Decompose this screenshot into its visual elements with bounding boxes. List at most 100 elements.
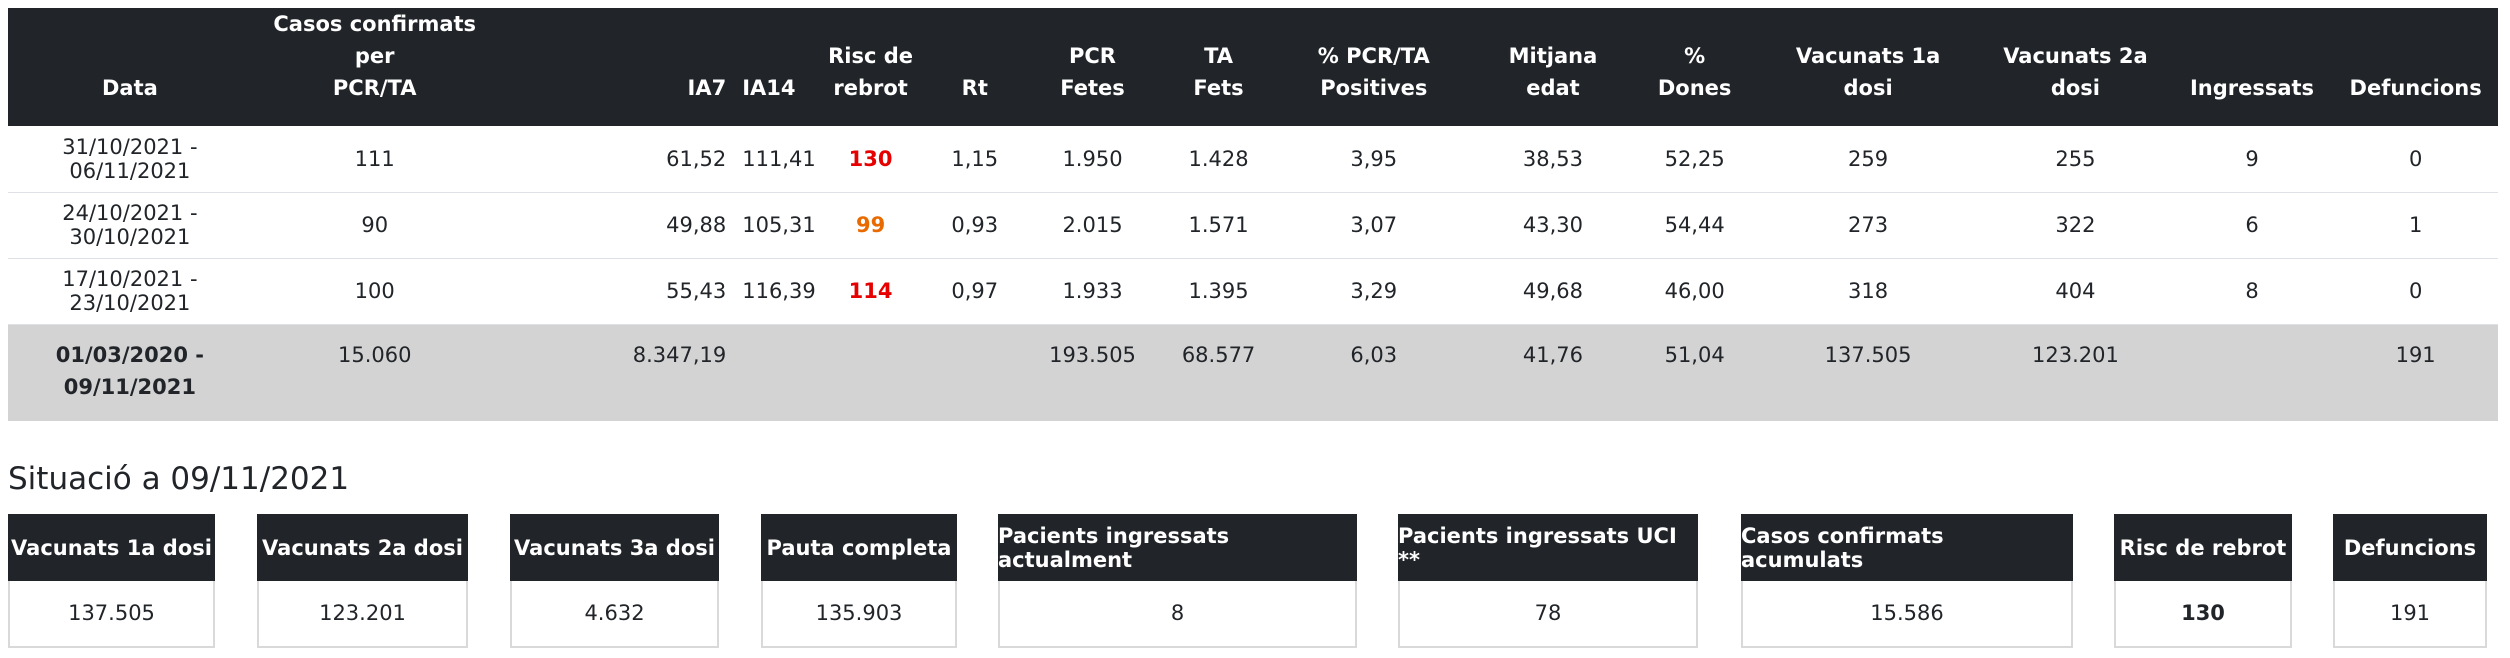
- cell-rt: 0,93: [951, 213, 999, 237]
- card-value: 8: [1170, 600, 1185, 625]
- card-value: 15.586: [1870, 600, 1944, 625]
- table-header-row: Data Casos confirmats per PCR/TA IA7 IA14…: [8, 8, 2498, 126]
- card-value: 191: [2389, 600, 2431, 625]
- card-label: Vacunats 2a dosi: [257, 514, 468, 581]
- card-label: Defuncions: [2333, 514, 2487, 581]
- header-rt: Rt: [961, 76, 988, 100]
- cell-vacc2: 255: [2055, 146, 2096, 171]
- cell-ta: 1.571: [1188, 213, 1249, 237]
- cell-period: 24/10/2021 - 30/10/2021: [62, 201, 198, 249]
- header-date: Data: [101, 76, 158, 100]
- cell-risk: [814, 324, 927, 421]
- card-label: Casos confirmats acumulats: [1741, 514, 2073, 581]
- cell-ia14: 111,41: [742, 146, 816, 171]
- card-value: 78: [1534, 600, 1562, 625]
- cell-pcr: 193.505: [1049, 342, 1136, 367]
- card-confirmed-cases: Casos confirmats acumulats 15.586: [1741, 514, 2073, 648]
- cell-admitted: 8: [2245, 279, 2259, 303]
- cell-ia7: 61,52: [666, 146, 727, 171]
- header-women: % Dones: [1657, 44, 1732, 100]
- header-ia7: IA7: [687, 76, 727, 100]
- cell-women: 52,25: [1664, 146, 1725, 171]
- header-vacc1: Vacunats 1a dosi: [1795, 44, 1941, 100]
- cell-vacc1: 318: [1848, 279, 1889, 303]
- cell-age: 49,68: [1522, 279, 1584, 303]
- cell-positives: 3,07: [1350, 213, 1398, 237]
- card-label: Pacients ingressats UCI **: [1398, 514, 1698, 581]
- weekly-stats-table: Data Casos confirmats per PCR/TA IA7 IA14…: [8, 8, 2498, 421]
- card-value: 135.903: [815, 600, 903, 625]
- cell-cases: 90: [361, 213, 389, 237]
- card-label: Pacients ingressats actualment: [998, 514, 1357, 581]
- cell-pcr: 1.933: [1062, 279, 1123, 303]
- cell-risk: 99: [855, 213, 886, 237]
- header-pcr: PCR Fetes: [1060, 44, 1125, 100]
- cell-deaths: 191: [2395, 342, 2436, 367]
- cell-cases: 15.060: [337, 342, 412, 367]
- cell-ta: 1.428: [1188, 146, 1249, 171]
- cell-deaths: 0: [2408, 279, 2423, 303]
- card-value: 130: [2181, 600, 2225, 625]
- cell-age: 43,30: [1522, 213, 1584, 237]
- header-risk: Risc de rebrot: [828, 44, 914, 100]
- header-age: Mitjana edat: [1508, 44, 1598, 100]
- header-admitted: Ingressats: [2189, 76, 2315, 100]
- card-complete-schedule: Pauta completa 135.903: [761, 514, 957, 648]
- cell-ta: 68.577: [1181, 342, 1256, 367]
- cell-women: 54,44: [1664, 213, 1725, 237]
- cell-cases: 100: [354, 279, 395, 303]
- card-label: Vacunats 1a dosi: [8, 514, 215, 581]
- card-value: 4.632: [584, 600, 645, 625]
- card-vaccinated-dose3: Vacunats 3a dosi 4.632: [510, 514, 719, 648]
- cell-ia7: 55,43: [666, 279, 727, 303]
- card-label: Risc de rebrot: [2114, 514, 2292, 581]
- cell-vacc2: 123.201: [2032, 342, 2119, 367]
- card-patients-admitted: Pacients ingressats actualment 8: [998, 514, 1357, 648]
- cell-period: 17/10/2021 - 23/10/2021: [62, 267, 198, 315]
- cell-period: 31/10/2021 - 06/11/2021: [62, 134, 198, 183]
- cell-risk: 130: [848, 146, 893, 171]
- cell-deaths: 1: [2408, 213, 2423, 237]
- cell-vacc2: 404: [2055, 279, 2096, 303]
- cell-positives: 3,95: [1350, 146, 1398, 171]
- cell-positives: 3,29: [1350, 279, 1398, 303]
- cell-ia14: 105,31: [742, 213, 816, 237]
- cell-admitted: 6: [2245, 213, 2259, 237]
- header-ia14: IA14: [742, 76, 796, 100]
- cell-ta: 1.395: [1188, 279, 1249, 303]
- cell-cases: 111: [354, 146, 395, 171]
- table-row: 17/10/2021 - 23/10/2021 100 55,43 116,39…: [8, 258, 2498, 324]
- header-ta: TA Fets: [1193, 44, 1244, 100]
- cell-age: 38,53: [1522, 146, 1584, 171]
- card-label: Pauta completa: [761, 514, 957, 581]
- header-vacc2: Vacunats 2a dosi: [2003, 44, 2148, 100]
- cell-ia14: [736, 324, 814, 421]
- card-deaths: Defuncions 191: [2333, 514, 2487, 648]
- card-vaccinated-dose1: Vacunats 1a dosi 137.505: [8, 514, 215, 648]
- cell-vacc1: 273: [1848, 213, 1889, 237]
- cell-admitted: [2171, 324, 2334, 421]
- card-patients-icu: Pacients ingressats UCI ** 78: [1398, 514, 1698, 648]
- cell-vacc2: 322: [2055, 213, 2096, 237]
- cell-women: 46,00: [1664, 279, 1725, 303]
- card-outbreak-risk: Risc de rebrot 130: [2114, 514, 2292, 648]
- card-vaccinated-dose2: Vacunats 2a dosi 123.201: [257, 514, 468, 648]
- cell-positives: 6,03: [1350, 342, 1398, 367]
- cell-pcr: 1.950: [1062, 146, 1123, 171]
- cell-pcr: 2.015: [1062, 213, 1123, 237]
- cell-vacc1: 137.505: [1824, 342, 1912, 367]
- table-row: 24/10/2021 - 30/10/2021 90 49,88 105,31 …: [8, 192, 2498, 258]
- cell-admitted: 9: [2245, 146, 2259, 171]
- cell-ia7: 49,88: [666, 213, 727, 237]
- cell-risk: 114: [848, 279, 893, 303]
- card-value: 137.505: [68, 600, 155, 625]
- cell-age: 41,76: [1522, 342, 1584, 367]
- cell-deaths: 0: [2408, 146, 2423, 171]
- cell-rt: 1,15: [951, 146, 999, 171]
- table-row: 31/10/2021 - 06/11/2021 111 61,52 111,41…: [8, 126, 2498, 192]
- cell-ia7: 8.347,19: [632, 342, 727, 367]
- situation-title: Situació a 09/11/2021: [8, 461, 350, 497]
- cell-rt: [927, 324, 1023, 421]
- cell-rt: 0,97: [951, 279, 999, 303]
- header-cases: Casos confirmats per PCR/TA: [273, 12, 477, 100]
